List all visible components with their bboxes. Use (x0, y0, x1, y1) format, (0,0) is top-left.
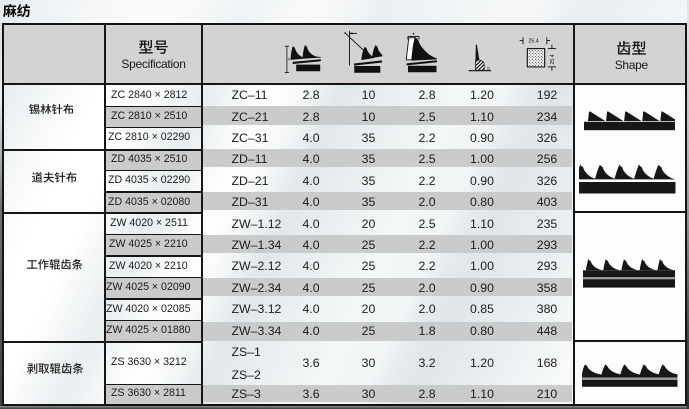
svg-text:25.4: 25.4 (550, 54, 556, 64)
svg-text:h: h (288, 57, 290, 62)
svg-text:25.4: 25.4 (529, 39, 539, 45)
svg-text:b: b (487, 66, 490, 71)
